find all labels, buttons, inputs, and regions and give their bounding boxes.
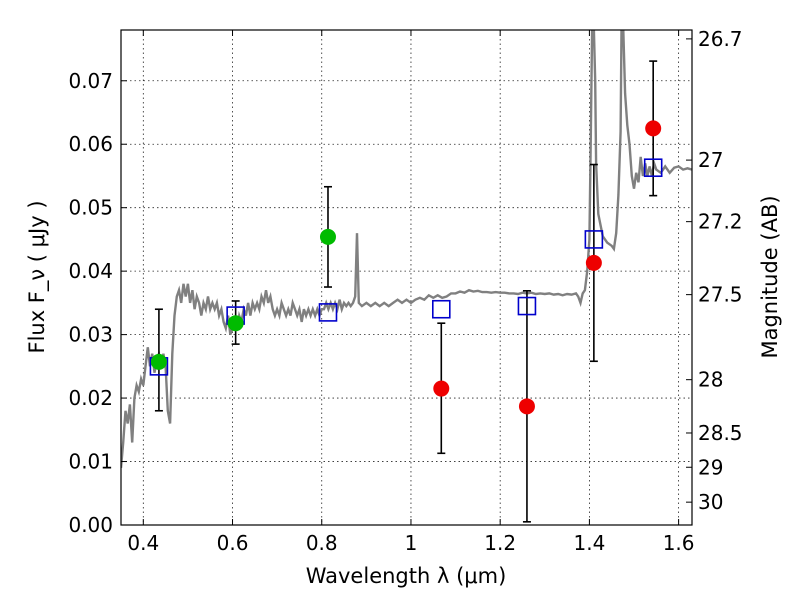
x-tick-label: 1 bbox=[405, 531, 418, 555]
y2-tick-label: 28.5 bbox=[698, 421, 743, 445]
y2-axis-label: Magnitude (AB) bbox=[758, 195, 782, 358]
x-tick-label: 1.4 bbox=[573, 531, 605, 555]
y-tick-label: 0.01 bbox=[68, 450, 113, 474]
error-bars bbox=[154, 60, 658, 523]
x-tick-label: 1.2 bbox=[484, 531, 516, 555]
y-axis-label: Flux F_ν ( μJy ) bbox=[25, 200, 50, 353]
model-photometry-square bbox=[643, 158, 663, 178]
y-tick-label: 0.06 bbox=[68, 132, 113, 156]
detection-point bbox=[150, 353, 167, 370]
y-tick-label: 0.04 bbox=[68, 259, 113, 283]
y2-tick-label: 26.7 bbox=[698, 27, 743, 51]
x-tick-label: 0.8 bbox=[306, 531, 338, 555]
y-tick-label: 0.00 bbox=[68, 513, 113, 537]
y2-tick-label: 27.5 bbox=[698, 283, 743, 307]
model-photometry-squares bbox=[149, 158, 663, 376]
detection-point bbox=[227, 315, 244, 332]
non-detection-point bbox=[433, 380, 450, 397]
y2-tick-label: 30 bbox=[698, 490, 723, 514]
x-tick-label: 0.4 bbox=[127, 531, 159, 555]
y-tick-label: 0.05 bbox=[68, 196, 113, 220]
y2-tick-label: 27 bbox=[698, 148, 723, 172]
grid bbox=[121, 30, 692, 526]
non-detection-point bbox=[585, 254, 602, 271]
y2-tick-label: 27.2 bbox=[698, 210, 743, 234]
x-tick-label: 1.6 bbox=[663, 531, 695, 555]
x-axis-label: Wavelength λ (μm) bbox=[306, 564, 507, 588]
y2-tick-label: 29 bbox=[698, 455, 723, 479]
non-detection-point bbox=[645, 120, 662, 137]
model-photometry-square bbox=[431, 299, 451, 319]
y-tick-label: 0.07 bbox=[68, 69, 113, 93]
y2-tick-label: 28 bbox=[698, 368, 723, 392]
model-photometry-square bbox=[584, 230, 604, 249]
detection-point bbox=[319, 228, 336, 245]
x-axis-ticks: 0.4 0.6 0.8 1 1.2 1.4 1.6 bbox=[127, 30, 695, 555]
y-tick-label: 0.02 bbox=[68, 386, 113, 410]
plot-area bbox=[121, 30, 692, 523]
model-spectrum-line bbox=[121, 30, 692, 469]
observed-points bbox=[150, 120, 662, 415]
y2-axis-ticks: 26.7 27 27.2 27.5 28 28.5 29 30 bbox=[686, 27, 743, 514]
model-photometry-square bbox=[517, 296, 537, 316]
non-detection-point bbox=[518, 398, 535, 415]
plot-frame bbox=[120, 29, 693, 526]
y-tick-label: 0.03 bbox=[68, 323, 113, 347]
model-photometry-square bbox=[318, 303, 338, 322]
y-axis-ticks: 0.00 0.01 0.02 0.03 0.04 0.05 0.06 0.07 bbox=[68, 69, 127, 537]
x-tick-label: 0.6 bbox=[217, 531, 249, 555]
